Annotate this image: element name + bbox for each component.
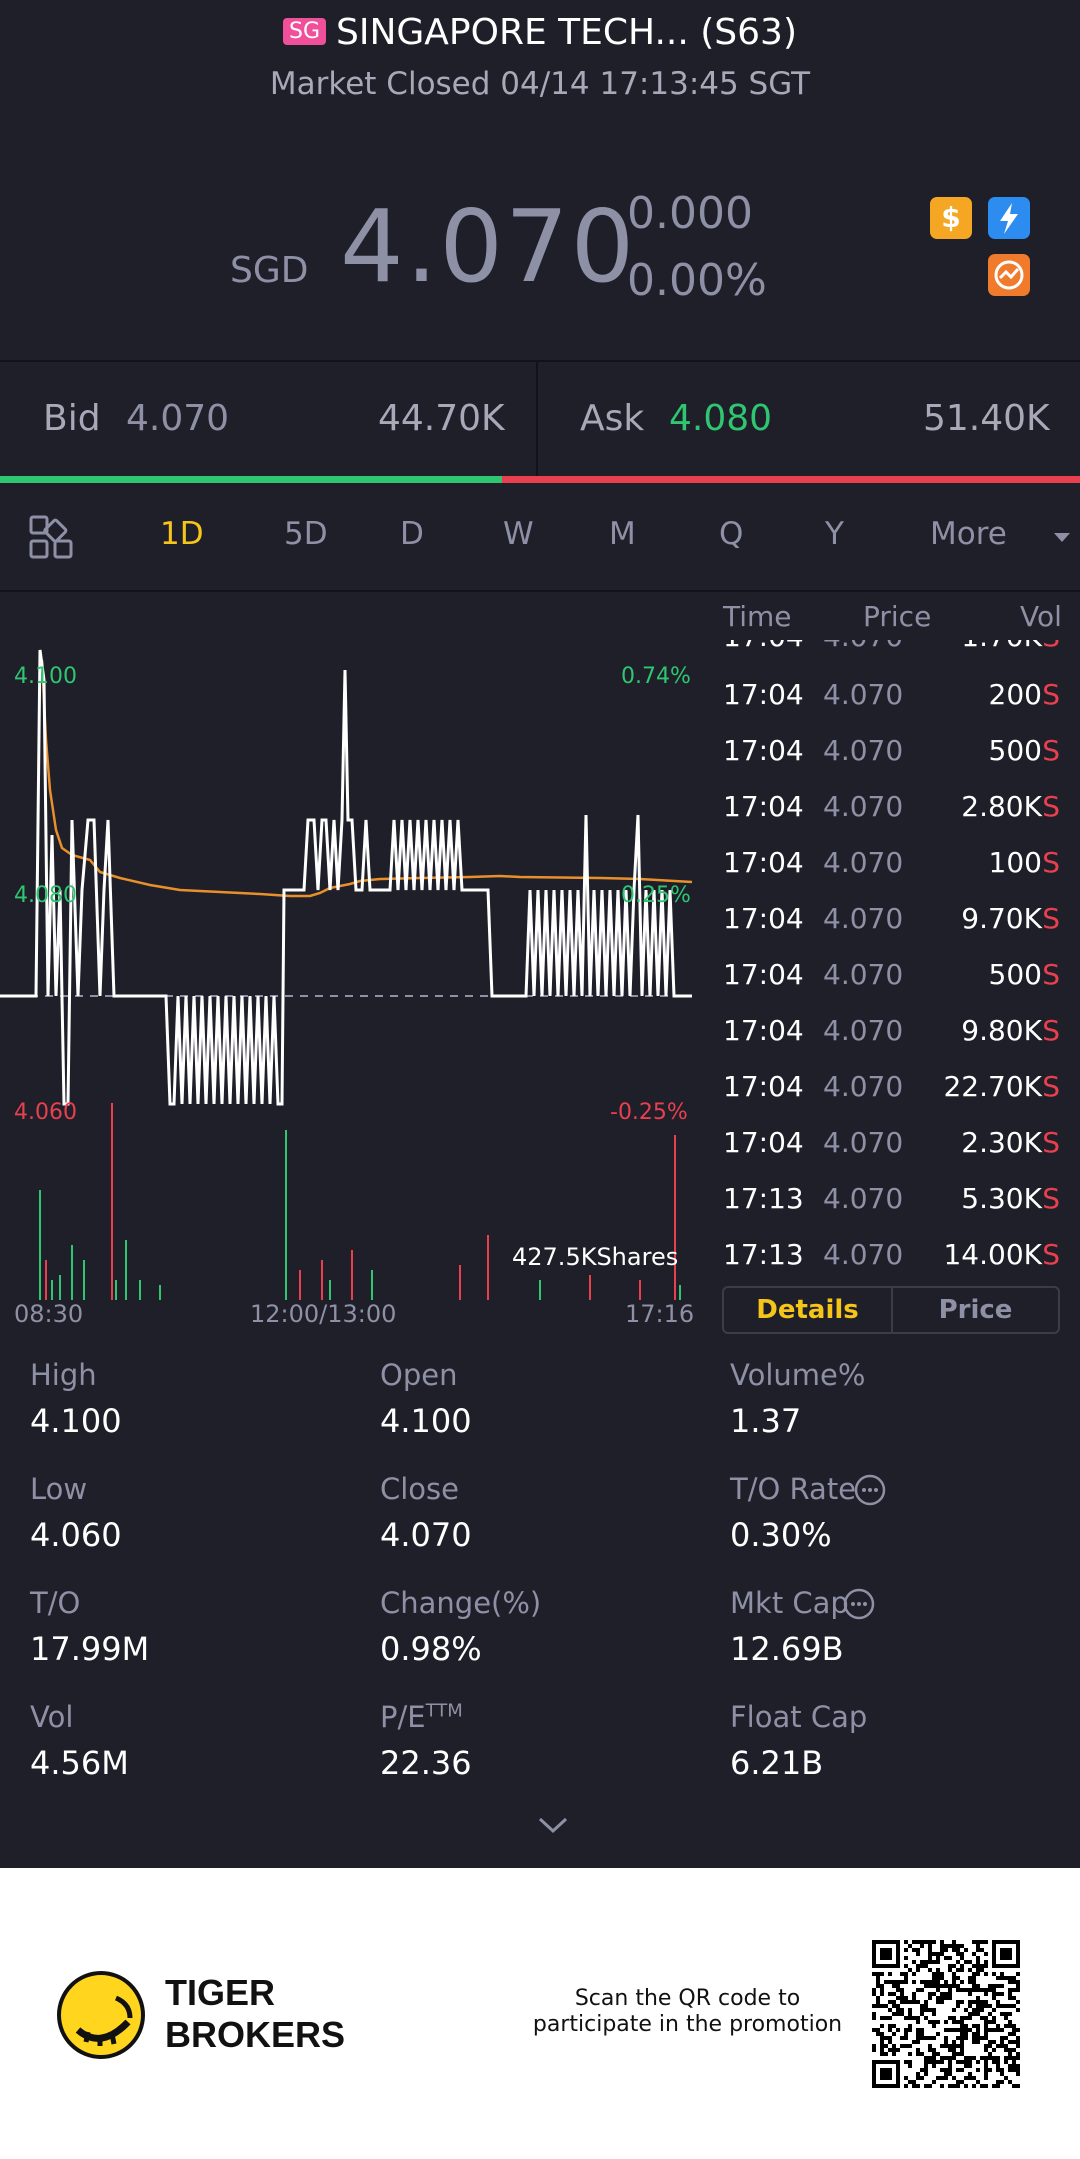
- market-tag: SG: [282, 18, 326, 45]
- price-change-pct: 0.00%: [627, 255, 767, 306]
- pe-value: 22.36: [380, 1744, 472, 1782]
- bid-ratio-fill: [0, 476, 503, 483]
- list-item: 17:04 4.070 2.30K S: [723, 1126, 1060, 1159]
- ask-volume: 51.40K: [923, 398, 1050, 439]
- list-item: 17:04 4.070 9.70K S: [723, 902, 1060, 935]
- volume-value: 4.56M: [30, 1744, 129, 1782]
- change-pct-label: Change(%): [380, 1586, 542, 1620]
- turnover-label: T/O: [30, 1586, 81, 1620]
- y-label-bottom: 4.060: [14, 1100, 77, 1125]
- high-label: High: [30, 1358, 97, 1392]
- tiger-logo-icon: [56, 1970, 146, 2064]
- open-value: 4.100: [380, 1402, 472, 1440]
- tab-month[interactable]: M: [609, 516, 636, 552]
- tab-more[interactable]: More: [930, 516, 1007, 552]
- high-value: 4.100: [30, 1402, 122, 1440]
- market-cap-value: 12.69B: [730, 1630, 844, 1668]
- list-item: 17:04 4.070 2.80K S: [723, 790, 1060, 823]
- ask-price: 4.080: [669, 398, 773, 439]
- lightning-badge-icon[interactable]: [988, 197, 1030, 239]
- info-more-icon[interactable]: [854, 1474, 886, 1510]
- divider: [0, 360, 1080, 362]
- list-item: 17:04 4.070 100 S: [723, 846, 1060, 879]
- tab-quarter[interactable]: Q: [719, 516, 744, 552]
- pct-label-bottom: -0.25%: [610, 1100, 688, 1125]
- tab-day[interactable]: D: [400, 516, 424, 552]
- x-label-open: 08:30: [14, 1300, 84, 1328]
- expand-chevron-icon[interactable]: [537, 1815, 569, 1839]
- y-label-mid: 4.080: [14, 883, 77, 908]
- bid-volume: 44.70K: [378, 398, 505, 439]
- promo-text: Scan the QR code to participate in the p…: [532, 1986, 843, 2037]
- ticks-segmented-control: Details Price: [722, 1286, 1060, 1334]
- stock-name: SINGAPORE TECH... (S63): [336, 12, 798, 53]
- turnover-rate-value: 0.30%: [730, 1516, 832, 1554]
- float-cap-value: 6.21B: [730, 1744, 824, 1782]
- ticks-header-price: Price: [863, 600, 932, 633]
- price-line: [0, 649, 692, 1106]
- bid-label: Bid: [43, 398, 101, 439]
- bidask-ratio-bar: [0, 476, 1080, 483]
- more-dropdown-icon[interactable]: [1054, 528, 1070, 547]
- open-label: Open: [380, 1358, 458, 1392]
- list-item: 17:04 4.070 500 S: [723, 734, 1060, 767]
- brand-name: TIGER BROKERS: [165, 1972, 346, 2055]
- pe-label: P/ETTM: [380, 1700, 463, 1734]
- tab-1d[interactable]: 1D: [160, 516, 204, 552]
- volume-pct-value: 1.37: [730, 1402, 802, 1440]
- bid-price: 4.070: [126, 398, 230, 439]
- volume-bars: [39, 1103, 681, 1300]
- turnover-value: 17.99M: [30, 1630, 150, 1668]
- dollar-badge-icon[interactable]: $: [930, 197, 972, 239]
- list-item: 17:04 4.070 200 S: [723, 678, 1060, 711]
- low-label: Low: [30, 1472, 88, 1506]
- close-label: Close: [380, 1472, 459, 1506]
- volume-total-label: 427.5KShares: [512, 1243, 679, 1271]
- stock-title: SG SINGAPORE TECH... (S63): [0, 12, 1080, 53]
- pct-label-mid: 0.25%: [621, 883, 691, 908]
- low-value: 4.060: [30, 1516, 122, 1554]
- currency-label: SGD: [230, 250, 309, 291]
- promo-footer: TIGER BROKERS Scan the QR code to partic…: [0, 1868, 1080, 2159]
- close-value: 4.070: [380, 1516, 472, 1554]
- volume-pct-label: Volume%: [730, 1358, 866, 1392]
- market-cap-label: Mkt Cap: [730, 1586, 849, 1620]
- grid-menu-icon[interactable]: [28, 514, 74, 564]
- divider: [0, 590, 1080, 592]
- bidask-divider: [536, 362, 538, 477]
- average-price-line: [40, 659, 693, 898]
- details-tab[interactable]: Details: [724, 1288, 893, 1332]
- intraday-chart[interactable]: [0, 620, 700, 1300]
- tab-week[interactable]: W: [503, 516, 534, 552]
- market-status: Market Closed 04/14 17:13:45 SGT: [269, 66, 811, 102]
- tab-year[interactable]: Y: [825, 516, 844, 552]
- change-pct-value: 0.98%: [380, 1630, 482, 1668]
- x-label-close: 17:16: [625, 1300, 695, 1328]
- y-label-top: 4.100: [14, 664, 77, 689]
- float-cap-label: Float Cap: [730, 1700, 868, 1734]
- info-more-icon[interactable]: [843, 1588, 875, 1624]
- pct-label-top: 0.74%: [621, 664, 691, 689]
- list-item: 17:04 4.070 9.80K S: [723, 1014, 1060, 1047]
- list-item: 17:13 4.070 5.30K S: [723, 1182, 1060, 1215]
- ask-label: Ask: [580, 398, 645, 439]
- list-item: 17:04 4.070 22.70K S: [723, 1070, 1060, 1103]
- ticks-header-vol: Vol: [1020, 600, 1062, 633]
- volume-label: Vol: [30, 1700, 74, 1734]
- list-item: 17:04 4.070 500 S: [723, 958, 1060, 991]
- qr-code-icon[interactable]: [872, 1940, 1020, 2088]
- price-tab[interactable]: Price: [938, 1295, 1013, 1325]
- chart-badge-icon[interactable]: [988, 254, 1030, 296]
- tab-5d[interactable]: 5D: [284, 516, 328, 552]
- x-label-midday: 12:00/13:00: [250, 1300, 397, 1328]
- ticks-header-time: Time: [723, 600, 792, 633]
- last-price: 4.070: [340, 188, 637, 305]
- price-change: 0.000: [627, 188, 753, 239]
- turnover-rate-label: T/O Rate: [730, 1472, 857, 1506]
- list-item: 17:13 4.070 14.00K S: [723, 1238, 1060, 1271]
